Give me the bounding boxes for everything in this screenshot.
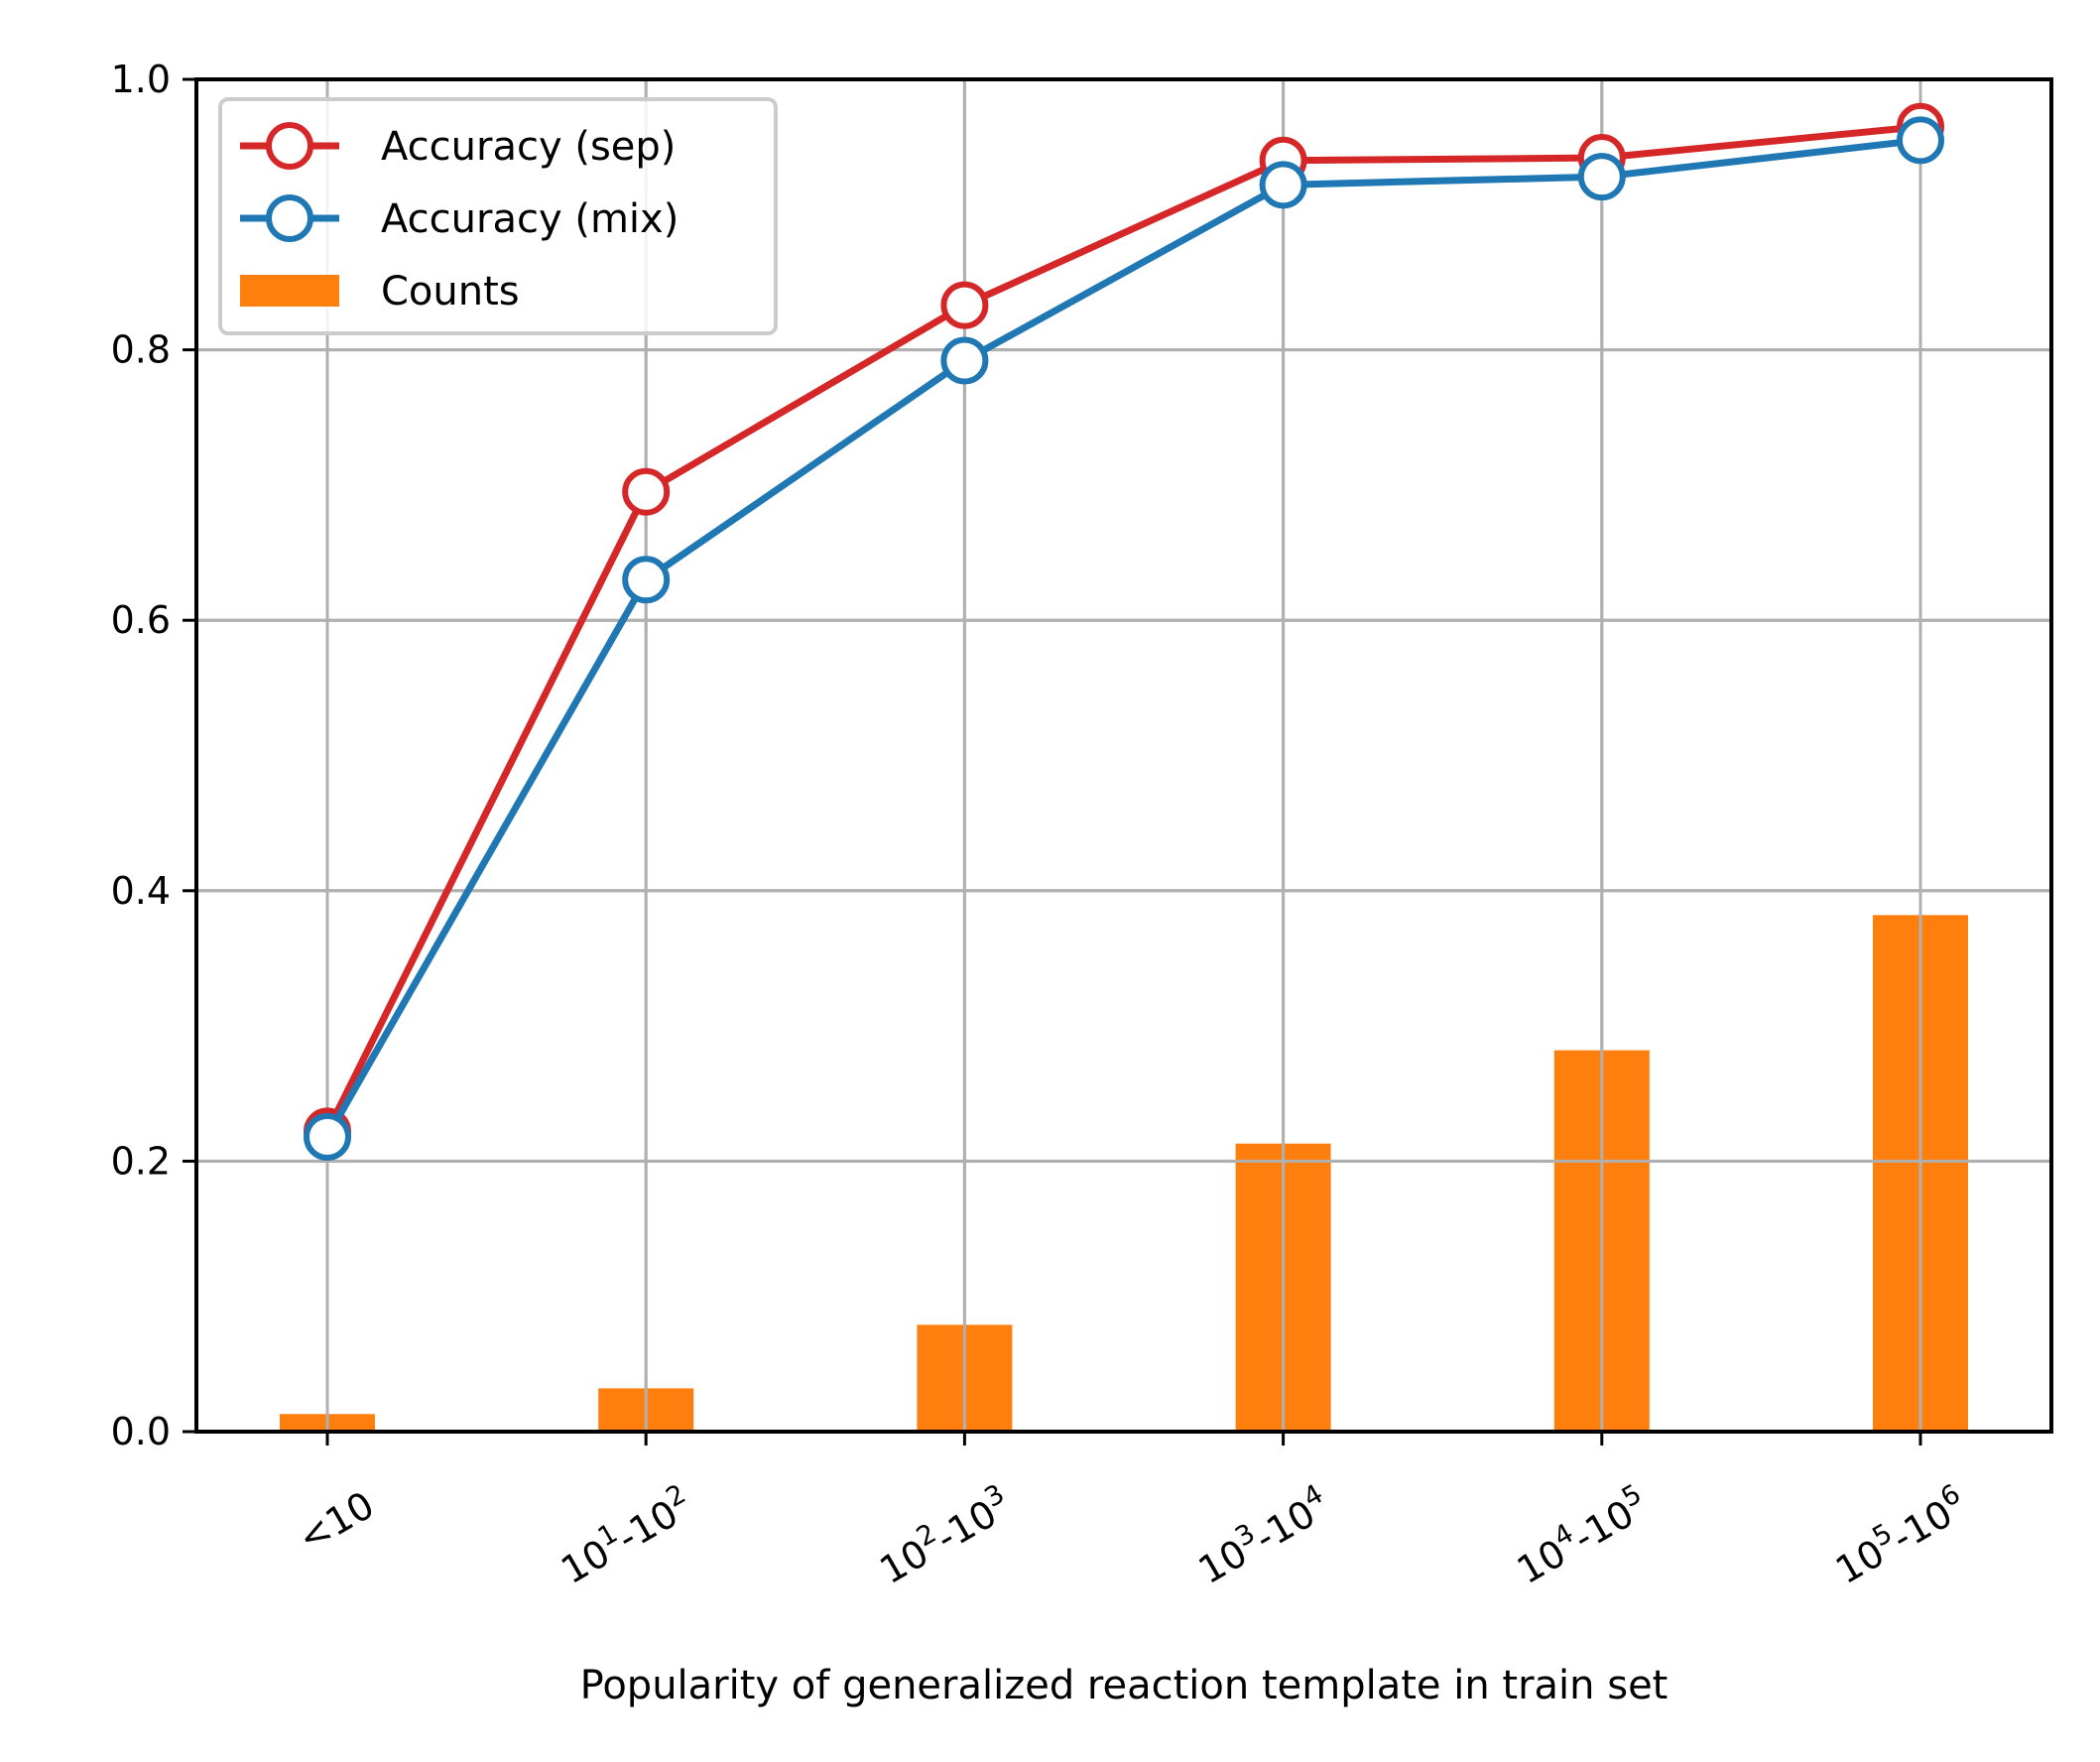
legend-marker-accuracy-sep <box>266 122 313 170</box>
x-tick-label: 101-102 <box>552 1478 700 1592</box>
x-tick-text: <10 <box>291 1483 381 1561</box>
x-tick-label: 103-104 <box>1188 1478 1337 1592</box>
legend-label-counts: Counts <box>381 269 520 315</box>
x-tick-label: 102-103 <box>870 1478 1019 1592</box>
legend-marker-accuracy-mix <box>266 194 313 242</box>
point-accuracy-mix <box>940 336 989 385</box>
y-axis: 0.0 0.2 0.4 0.6 0.8 1.0 <box>111 58 196 1453</box>
point-accuracy-sep <box>622 467 671 516</box>
y-tick-label: 0.4 <box>111 869 171 913</box>
line-accuracy-sep <box>323 123 1921 1133</box>
legend-box <box>218 97 778 335</box>
line-accuracy-mix <box>323 136 1921 1139</box>
point-accuracy-mix <box>622 556 671 604</box>
y-tick-label: 0.8 <box>111 328 171 372</box>
x-axis-label: Popularity of generalized reaction templ… <box>580 1663 1668 1708</box>
legend-swatch-counts <box>240 275 339 307</box>
point-accuracy-mix <box>1577 153 1626 201</box>
point-accuracy-mix <box>1259 161 1307 209</box>
y-tick-label: 0.0 <box>111 1410 171 1453</box>
legend-label-accuracy-mix: Accuracy (mix) <box>381 196 679 242</box>
x-axis: <10 101-102 102-103 103-104 104-105 105-106 <box>291 1432 1975 1592</box>
y-tick-label: 0.6 <box>111 598 171 642</box>
y-tick-label: 1.0 <box>111 58 171 101</box>
plot-frame <box>194 77 2053 1434</box>
x-tick-label: 104-105 <box>1507 1478 1656 1592</box>
point-accuracy-mix <box>304 1112 351 1161</box>
legend: Accuracy (sep) Accuracy (mix) Counts <box>218 97 778 335</box>
legend-label-accuracy-sep: Accuracy (sep) <box>381 124 676 170</box>
x-tick-label: 105-106 <box>1826 1478 1975 1592</box>
x-tick-label: <10 <box>291 1483 381 1561</box>
point-accuracy-mix <box>1897 116 1944 165</box>
point-accuracy-sep <box>940 281 989 329</box>
line-series <box>304 102 1944 1161</box>
y-tick-label: 0.2 <box>111 1139 171 1183</box>
